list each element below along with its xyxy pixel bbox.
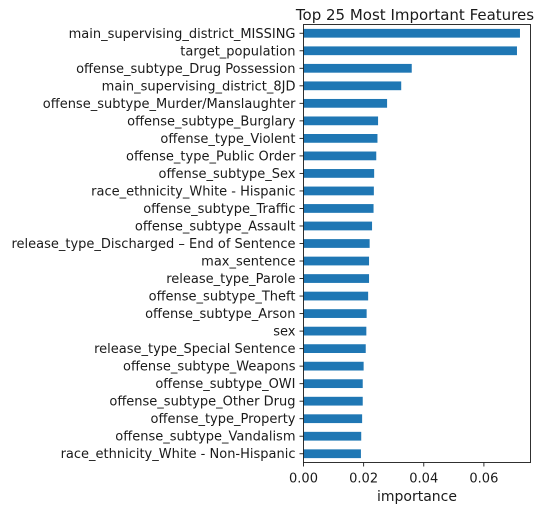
x-tick-label: 0.00: [289, 472, 318, 487]
bar: [303, 46, 517, 56]
y-tick-label: offense_type_Public Order: [126, 149, 296, 164]
bar: [303, 291, 369, 301]
chart-title: Top 25 Most Important Features: [295, 6, 534, 24]
x-tick-label: 0.04: [409, 472, 438, 487]
bar: [303, 396, 363, 406]
bar-group: [303, 28, 520, 459]
y-tick-label: offense_subtype_Burglary: [127, 114, 296, 129]
y-tick-label: release_type_Discharged – End of Sentenc…: [11, 237, 295, 252]
y-tick-label: release_type_Special Sentence: [94, 342, 295, 357]
y-tick-label: max_sentence: [201, 255, 295, 270]
bar: [303, 134, 378, 143]
y-tick-label: offense_subtype_Weapons: [123, 360, 296, 375]
bar: [303, 204, 374, 213]
bar: [303, 326, 367, 336]
x-axis-label: importance: [377, 489, 457, 505]
bar: [303, 239, 370, 248]
y-tick-label: offense_subtype_Other Drug: [109, 395, 295, 410]
bar: [303, 28, 520, 38]
bar: [303, 256, 370, 266]
x-tick-label: 0.06: [469, 472, 498, 487]
bar: [303, 344, 366, 353]
bar: [303, 309, 367, 318]
bar: [303, 361, 364, 371]
y-tick-label: offense_subtype_Vandalism: [115, 430, 295, 445]
bar: [303, 274, 370, 283]
y-tick-label: offense_subtype_Traffic: [143, 202, 295, 217]
y-tick-label: release_type_Parole: [166, 272, 295, 287]
y-tick-label: race_ethnicity_White - Hispanic: [91, 184, 295, 199]
bar: [303, 116, 379, 126]
bar: [303, 169, 375, 178]
bar: [303, 98, 388, 108]
bar: [303, 449, 361, 459]
y-tick-label: target_population: [180, 44, 295, 59]
y-tick-label: offense_type_Violent: [160, 132, 295, 147]
bar: [303, 431, 362, 441]
y-tick-label: race_ethnicity_White - Non-Hispanic: [61, 447, 296, 462]
bar: [303, 186, 374, 196]
y-tick-label: offense_subtype_Drug Possession: [76, 62, 295, 77]
bar: [303, 221, 373, 231]
bar: [303, 379, 363, 389]
x-tick-label: 0.02: [349, 472, 378, 487]
y-tick-label: main_supervising_district_MISSING: [69, 27, 296, 42]
y-tick-label: offense_subtype_Assault: [135, 219, 296, 234]
y-tick-label: offense_subtype_Sex: [159, 167, 296, 182]
bar: [303, 151, 377, 161]
y-tick-label: offense_subtype_Murder/Manslaughter: [43, 97, 296, 112]
y-tick-labels: main_supervising_district_MISSING target_…: [11, 27, 304, 462]
y-tick-label: main_supervising_district_8JD: [102, 79, 296, 94]
bar: [303, 63, 412, 73]
y-tick-label: offense_subtype_Arson: [145, 307, 295, 322]
y-tick-label: offense_subtype_OWI: [155, 377, 295, 392]
y-tick-label: offense_subtype_Theft: [149, 290, 296, 305]
bar: [303, 414, 363, 424]
y-tick-label: sex: [273, 325, 296, 340]
y-tick-label: offense_type_Property: [151, 412, 296, 427]
x-axis-ticks: 0.00 0.02 0.04 0.06: [289, 462, 498, 487]
bar: [303, 81, 402, 91]
axes-frame: [303, 24, 531, 463]
